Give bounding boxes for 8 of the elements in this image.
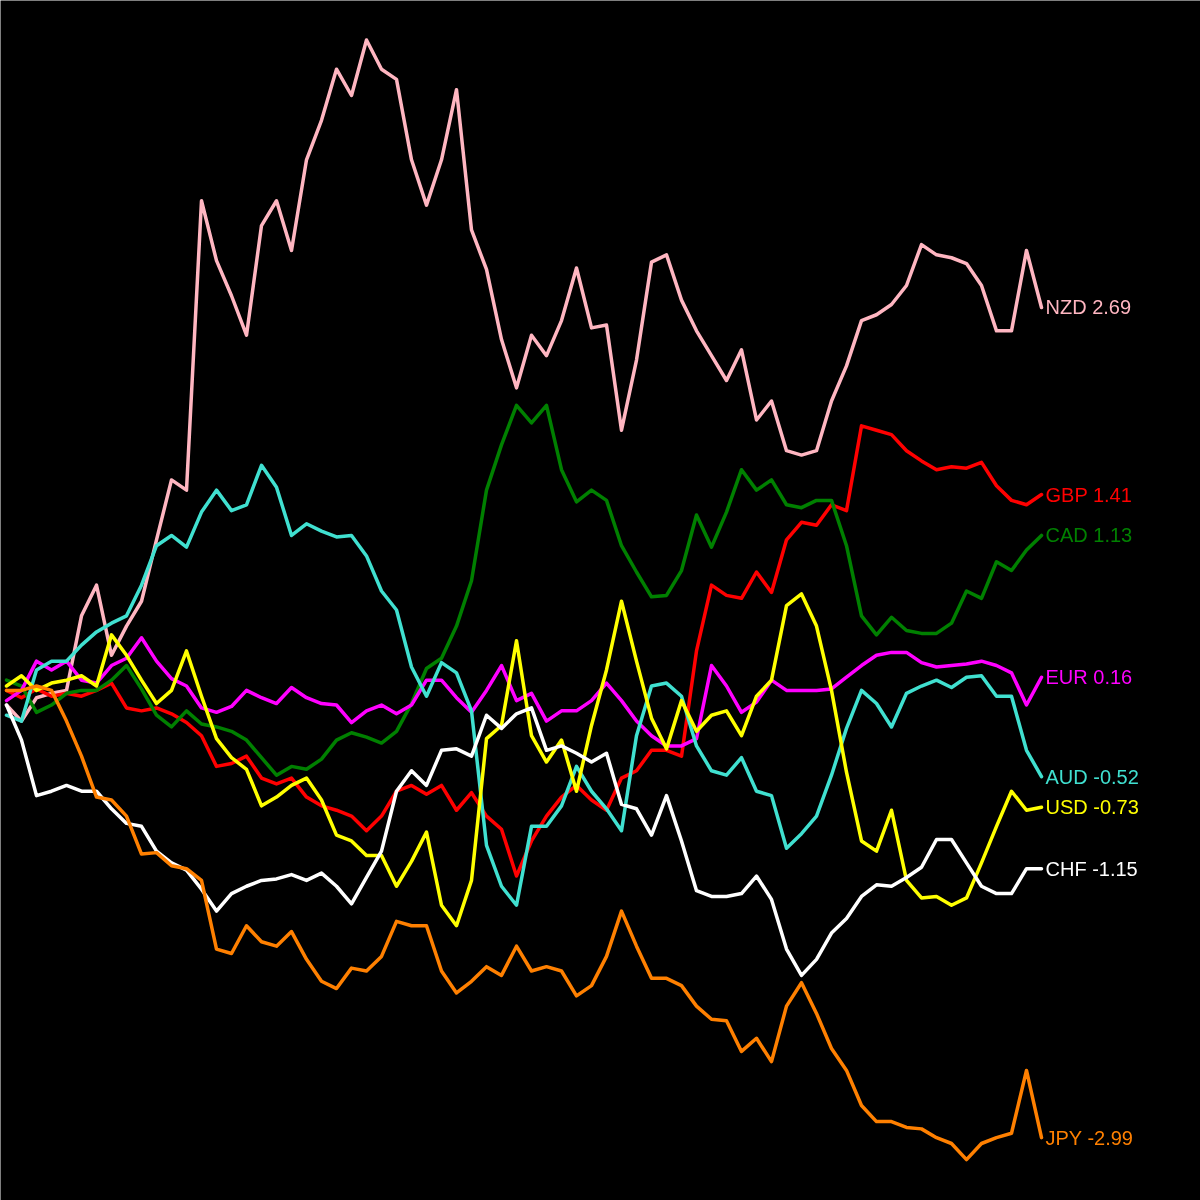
data-label: GBP 1.41 (1045, 483, 1132, 506)
data-label: AUD -0.52 (1045, 765, 1139, 788)
data-label: USD -0.73 (1045, 796, 1139, 819)
data-label: NZD 2.69 (1045, 296, 1132, 319)
data-label: CAD 1.13 (1045, 524, 1133, 547)
data-label: EUR 0.16 (1045, 666, 1133, 689)
data-label: CHF -1.15 (1045, 857, 1138, 880)
data-label: JPY -2.99 (1045, 1126, 1133, 1149)
